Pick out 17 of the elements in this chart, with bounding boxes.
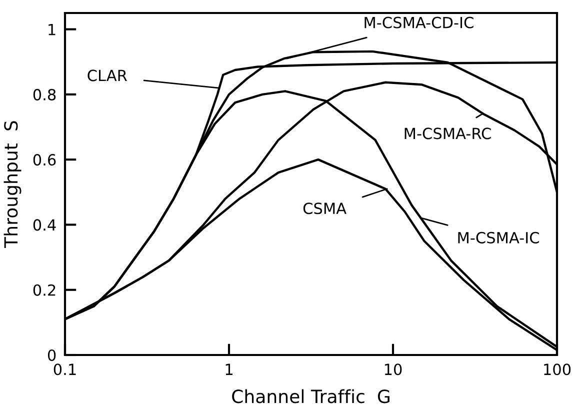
y-tick-label: 0.2 [33, 284, 56, 296]
annotation: CSMA [303, 202, 346, 214]
annotation: CLAR [88, 70, 127, 82]
x-tick-label: 1 [226, 364, 232, 375]
annotation: M-CSMA-RC [404, 128, 491, 140]
y-tick-label: 0 [48, 349, 56, 362]
annotation: M-CSMA-CD-IC [364, 16, 474, 28]
y-tick-label: 0.8 [33, 88, 56, 100]
x-tick-label: 100 [544, 364, 571, 376]
x-tick-label: 10 [384, 364, 402, 376]
y-tick-label: 0.6 [33, 154, 56, 166]
x-axis-title: Channel Traffic G [232, 389, 390, 404]
y-tick-label: 0.4 [33, 219, 56, 231]
annotation: M-CSMA-IC [458, 232, 539, 244]
y-tick-label: 1 [48, 24, 56, 36]
x-tick-label: 0.1 [54, 364, 76, 376]
y-axis-title: Throughput S [4, 121, 22, 248]
